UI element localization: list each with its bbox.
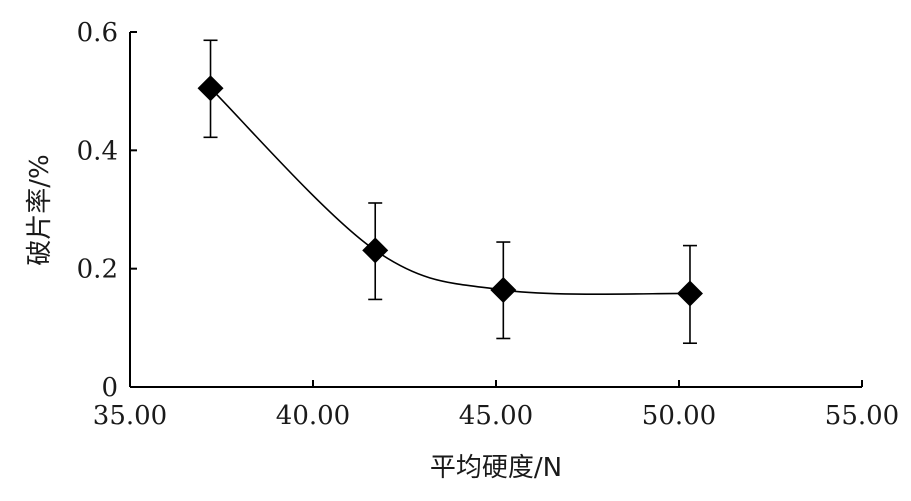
trend-curve-layer: [209, 87, 690, 296]
y-tick-label: 0.4: [77, 136, 118, 166]
data-point-diamond: [362, 237, 389, 264]
x-tick-label: 50.00: [642, 401, 716, 431]
y-tick-label: 0.2: [77, 255, 118, 285]
trend-curve: [209, 87, 690, 296]
data-point-diamond: [490, 276, 517, 303]
error-bars: [203, 39, 697, 345]
data-point-diamond: [676, 280, 703, 307]
x-tick-label: 45.00: [459, 401, 533, 431]
y-tick-label: 0: [101, 373, 118, 403]
data-points: [197, 75, 703, 307]
data-point-diamond: [197, 75, 224, 102]
x-tick-label: 55.00: [825, 401, 899, 431]
x-axis-title: 平均硬度/N: [430, 453, 562, 483]
y-axis-title: 破片率/%: [25, 154, 55, 265]
x-tick-label: 35.00: [93, 401, 167, 431]
x-axis-ticks: 35.00 40.00 45.00 50.00 55.00: [93, 380, 899, 431]
x-tick-label: 40.00: [276, 401, 350, 431]
y-tick-label: 0.6: [77, 18, 118, 48]
y-axis-ticks: 0 0.2 0.4 0.6: [77, 18, 137, 403]
axes: [129, 32, 862, 388]
